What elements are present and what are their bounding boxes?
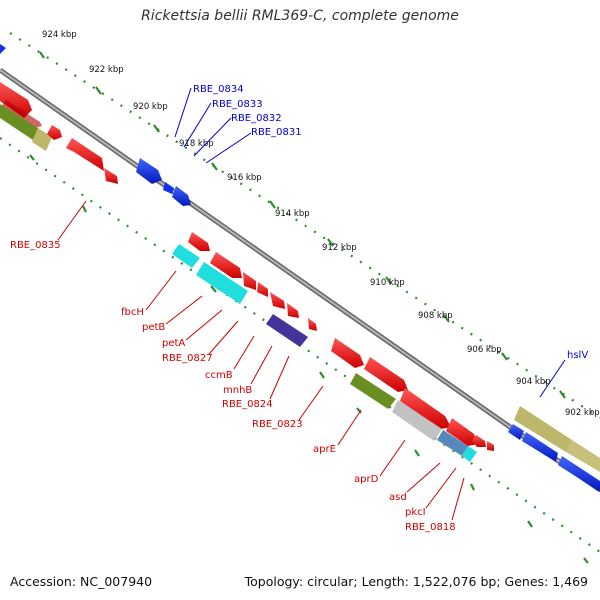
gene-olive-2[interactable] xyxy=(350,373,396,409)
gene-red-f[interactable] xyxy=(446,418,478,446)
gene-khaki-2[interactable] xyxy=(566,440,600,472)
gene-blue-2[interactable] xyxy=(163,182,174,194)
red-gene-labels: RBE_0835 fbcH petB petA RBE_0827 ccmB mn… xyxy=(10,240,456,533)
gene-label[interactable]: aprE xyxy=(313,444,336,455)
forward-strand-genes xyxy=(0,44,600,472)
gene-label[interactable]: hslV xyxy=(567,350,588,361)
gene-label[interactable]: RBE_0827 xyxy=(162,353,213,364)
gene-grey[interactable] xyxy=(392,400,442,441)
gene-blue-4[interactable] xyxy=(508,424,524,440)
gene-blue-6[interactable] xyxy=(558,456,600,492)
gene-label[interactable]: RBE_0824 xyxy=(222,399,273,410)
kbp-label: 918 kbp xyxy=(179,139,214,149)
kbp-label: 916 kbp xyxy=(227,173,262,183)
gene-red-h[interactable] xyxy=(487,441,494,451)
gene-label[interactable]: petA xyxy=(162,338,185,349)
gene-red-e[interactable] xyxy=(400,388,451,429)
gene-khaki-1[interactable] xyxy=(514,406,572,452)
gene-label[interactable]: petB xyxy=(142,322,165,333)
gene-red-j[interactable] xyxy=(66,138,104,171)
gene-red-k[interactable] xyxy=(104,168,118,184)
gene-cyan-3[interactable] xyxy=(462,446,477,462)
kbp-label: 902 kbp xyxy=(565,408,600,418)
gene-label[interactable]: RBE_0835 xyxy=(10,240,61,251)
kbp-label: 920 kbp xyxy=(133,102,168,112)
gene-olive-1[interactable] xyxy=(0,104,38,140)
gene-red-n[interactable] xyxy=(243,272,256,290)
gene-steel[interactable] xyxy=(437,430,468,456)
gene-label[interactable]: RBE_0832 xyxy=(231,113,282,124)
gene-red-d[interactable] xyxy=(364,357,408,392)
kbp-label: 908 kbp xyxy=(418,311,453,321)
blue-gene-labels: RBE_0834 RBE_0833 RBE_0832 RBE_0831 hslV xyxy=(193,84,588,361)
gene-cyan-2[interactable] xyxy=(196,262,248,304)
gene-blue-1[interactable] xyxy=(136,158,162,184)
gene-red-i[interactable] xyxy=(47,125,62,140)
gene-red-m[interactable] xyxy=(210,252,242,278)
gene-label[interactable]: aprD xyxy=(354,474,379,485)
gene-label[interactable]: RBE_0831 xyxy=(251,127,302,138)
gene-label[interactable]: pkcI xyxy=(405,507,426,518)
gene-blue-5[interactable] xyxy=(522,432,558,462)
outer-tick-ruler xyxy=(9,32,600,419)
kbp-label: 924 kbp xyxy=(42,30,77,40)
gene-red-p[interactable] xyxy=(270,292,285,309)
gene-label[interactable]: RBE_0834 xyxy=(193,84,244,95)
genome-summary-text: Topology: circular; Length: 1,522,076 bp… xyxy=(244,574,588,589)
gene-blue-edge[interactable] xyxy=(0,44,6,54)
outer-major-ticks xyxy=(39,51,566,399)
gene-red-o[interactable] xyxy=(257,282,268,297)
kbp-label: 922 kbp xyxy=(89,65,124,75)
gene-label[interactable]: mnhB xyxy=(223,385,252,396)
gene-red-q[interactable] xyxy=(287,303,299,318)
gene-red-c[interactable] xyxy=(331,338,364,368)
gene-label[interactable]: RBE_0833 xyxy=(212,99,263,110)
gene-label[interactable]: asd xyxy=(389,492,407,503)
gene-cyan-1[interactable] xyxy=(172,244,200,268)
genome-backbone xyxy=(0,67,600,493)
inner-major-ticks xyxy=(29,154,589,564)
gene-red-g[interactable] xyxy=(472,435,486,447)
gene-label[interactable]: ccmB xyxy=(205,370,233,381)
kbp-label: 906 kbp xyxy=(467,345,502,355)
reverse-strand-genes xyxy=(0,104,600,492)
gene-red-l[interactable] xyxy=(188,232,210,251)
blue-label-leaders xyxy=(174,87,566,398)
gene-khaki-0[interactable] xyxy=(32,128,52,151)
kbp-labels: 924 kbp 922 kbp 920 kbp 918 kbp 916 kbp … xyxy=(42,30,600,418)
kbp-label: 910 kbp xyxy=(370,278,405,288)
kbp-label: 914 kbp xyxy=(275,209,310,219)
kbp-label: 904 kbp xyxy=(516,377,551,387)
red-label-leaders xyxy=(57,200,465,521)
gene-blue-3[interactable] xyxy=(172,186,191,206)
gene-red-a[interactable] xyxy=(0,82,32,118)
kbp-label: 912 kbp xyxy=(322,243,357,253)
gene-label[interactable]: RBE_0818 xyxy=(405,522,456,533)
gene-red-r[interactable] xyxy=(308,318,317,331)
accession-text: Accession: NC_007940 xyxy=(10,574,153,589)
gene-red-b[interactable] xyxy=(0,100,42,128)
map-title: Rickettsia bellii RML369-C, complete gen… xyxy=(141,8,459,24)
gene-purple[interactable] xyxy=(266,314,308,347)
gene-label[interactable]: fbcH xyxy=(121,307,144,318)
gene-label[interactable]: RBE_0823 xyxy=(252,419,303,430)
